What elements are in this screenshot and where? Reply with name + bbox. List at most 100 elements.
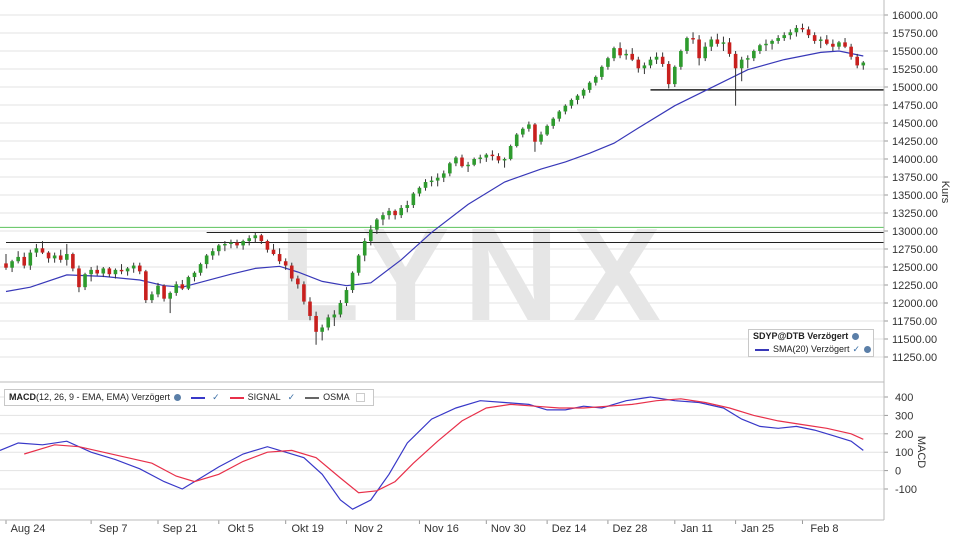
candle-body [764, 43, 768, 46]
candle-body [22, 256, 27, 266]
x-tick-label: Nov 16 [424, 523, 459, 535]
price-tick-label: 15750.00 [892, 28, 938, 40]
candle-body [204, 255, 209, 265]
candle-body [150, 294, 154, 301]
candle-body [156, 285, 160, 295]
candle-body [302, 284, 306, 302]
macd-legend-osma: OSMA [323, 392, 350, 402]
candle-body [429, 180, 434, 183]
candle-body [119, 269, 124, 272]
candle-body [101, 268, 106, 274]
legend-sma-row[interactable]: SMA(20) Verzögert ✓ [749, 343, 873, 356]
candle-body [624, 53, 628, 56]
candle-body [551, 118, 555, 126]
candle-body [600, 66, 604, 77]
candle-body [52, 255, 57, 259]
candle-body [770, 40, 774, 44]
candle-body [217, 245, 221, 252]
candle-body [338, 303, 343, 315]
macd-legend-signal: SIGNAL [247, 392, 281, 402]
check-icon[interactable]: ✓ [212, 392, 220, 402]
candle-body [283, 261, 288, 266]
gear-icon[interactable] [852, 333, 860, 340]
price-axis-title: Kurs [939, 181, 951, 204]
gear-icon[interactable] [864, 346, 872, 353]
price-tick-label: 11750.00 [892, 316, 937, 328]
candle-body [71, 254, 75, 269]
price-tick-label: 12500.00 [892, 262, 938, 274]
macd-legend-name: MACD [9, 392, 36, 402]
price-y-axis: 16000.00 15750.00 15500.00 15250.00 15000.00… [884, 10, 938, 364]
macd-tick-label: 0 [895, 466, 901, 478]
candle-body [192, 272, 197, 278]
candle-body [16, 256, 20, 262]
candle-body [46, 252, 51, 259]
candle-body [788, 32, 793, 36]
legend-sma-label: SMA(20) Verzögert [773, 344, 850, 354]
candle-body [849, 46, 853, 57]
candle-body [4, 263, 8, 268]
price-legend: SDYP@DTB Verzögert SMA(20) Verzögert ✓ [748, 329, 874, 357]
osma-swatch [305, 396, 320, 399]
price-tick-label: 16000.00 [892, 10, 938, 22]
candle-body [296, 278, 300, 285]
candle-body [441, 173, 446, 178]
candle-body [587, 82, 592, 90]
candle-body [356, 255, 361, 273]
candle-body [484, 154, 489, 158]
candle-body [521, 128, 525, 135]
legend-instrument-label: SDYP@DTB Verzögert [753, 331, 849, 341]
candle-body [837, 42, 841, 47]
candle-body [666, 63, 671, 85]
candle-body [703, 46, 707, 59]
macd-axis-title: MACD [915, 436, 927, 468]
price-reference-lines [0, 89, 884, 244]
candle-body [314, 315, 318, 332]
candle-body [253, 235, 258, 239]
candle-body [806, 29, 811, 36]
candle-body [502, 159, 507, 161]
checkbox-icon[interactable] [355, 393, 365, 402]
price-tick-label: 14250.00 [892, 136, 938, 148]
x-tick-label: Sep 21 [163, 523, 198, 535]
candle-body [612, 48, 616, 59]
candle-body [685, 38, 689, 51]
candle-body [125, 268, 130, 272]
candle-body [593, 76, 598, 83]
macd-lines-layer [0, 396, 864, 510]
candle-body [28, 252, 33, 266]
candle-body [350, 272, 355, 291]
candle-body [95, 269, 99, 274]
candle-body [411, 193, 416, 206]
legend-instrument-row[interactable]: SDYP@DTB Verzögert [749, 330, 873, 343]
price-tick-label: 15000.00 [892, 82, 938, 94]
candle-body [320, 327, 324, 332]
candle-body [496, 156, 501, 161]
candle-body [660, 56, 665, 64]
x-tick-label: Okt 5 [228, 523, 254, 535]
candle-body [423, 182, 428, 188]
candle-body [825, 39, 829, 44]
gear-icon[interactable] [174, 394, 182, 401]
candle-body [137, 265, 142, 272]
price-tick-label: 12750.00 [892, 244, 938, 256]
candle-body [40, 248, 45, 253]
macd-tick-label: -100 [895, 484, 917, 496]
candle-body [569, 99, 574, 106]
check-icon[interactable]: ✓ [287, 392, 296, 402]
candle-body [448, 163, 452, 174]
candle-body [247, 238, 251, 242]
check-icon[interactable]: ✓ [852, 344, 861, 354]
macd-swatch [191, 396, 206, 399]
lynx-watermark: LYNX [279, 201, 675, 348]
candle-body [752, 51, 756, 59]
candle-body [174, 284, 179, 293]
candle-body [527, 124, 531, 129]
candle-body [277, 254, 282, 262]
candle-body [654, 56, 659, 60]
x-tick-label: Feb 8 [810, 523, 838, 535]
candle-body [308, 301, 312, 316]
macd-y-axis: 400 300 200 100 0 -100 [884, 392, 917, 496]
candle-body [861, 62, 866, 66]
macd-gridlines [0, 396, 884, 490]
